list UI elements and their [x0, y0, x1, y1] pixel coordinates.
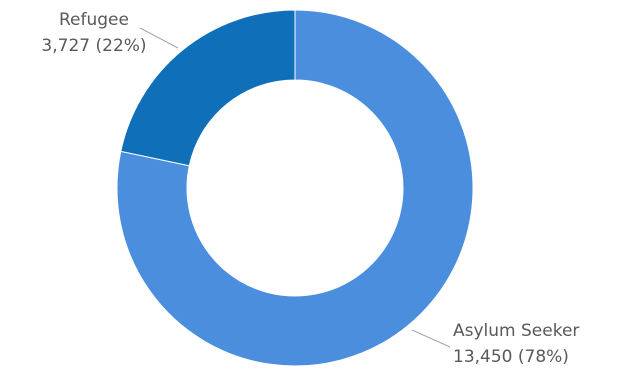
label-refugee-count: 3,727: [41, 36, 90, 56]
slice-refugee: [120, 9, 296, 167]
slice-asylum-seeker: [116, 9, 474, 367]
label-asylum-seeker-name: Asylum Seeker: [453, 321, 579, 341]
label-asylum-seeker-percent: (78%): [518, 347, 569, 367]
leader-line-refugee: [139, 27, 179, 49]
label-refugee-value: 3,727 (22%): [41, 36, 146, 56]
label-asylum-seeker-value: 13,450 (78%): [453, 347, 569, 367]
label-refugee-name: Refugee: [59, 10, 129, 30]
leader-line-asylum-seeker: [411, 329, 451, 348]
label-asylum-seeker-count: 13,450: [453, 347, 512, 367]
label-refugee-percent: (22%): [96, 36, 147, 56]
